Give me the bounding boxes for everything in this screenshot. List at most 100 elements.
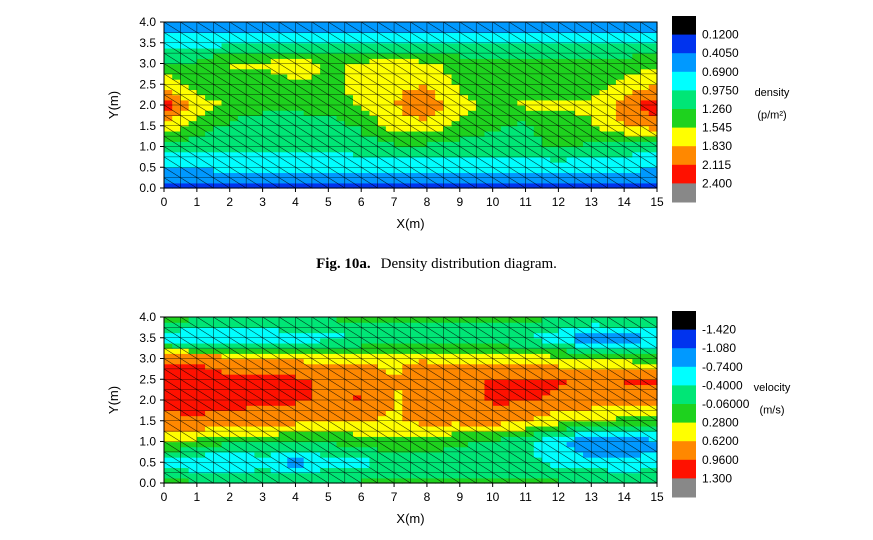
contour-cell: [336, 451, 346, 458]
contour-cell: [624, 89, 633, 96]
mesh-line: [476, 94, 493, 106]
mesh-line: [262, 472, 280, 484]
contour-cell: [188, 177, 198, 184]
contour-cell: [410, 384, 420, 391]
contour-cell: [402, 94, 412, 101]
contour-cell: [550, 73, 559, 80]
contour-cell: [205, 63, 214, 70]
contour-cell: [541, 58, 551, 65]
contour-cell: [246, 477, 255, 484]
mesh-line: [426, 368, 444, 380]
contour-cell: [451, 348, 461, 354]
contour-cell: [229, 446, 239, 453]
contour-cell: [541, 89, 551, 96]
contour-cell: [435, 420, 444, 427]
contour-cell: [533, 53, 543, 59]
contour-cell: [500, 451, 510, 458]
mesh-line: [525, 378, 543, 390]
mesh-line: [196, 472, 214, 484]
mesh-line: [328, 135, 345, 147]
contour-cell: [311, 89, 321, 96]
contour-cell: [624, 332, 633, 339]
contour-cell: [213, 110, 223, 116]
contour-cell: [566, 389, 576, 396]
contour-cell: [229, 384, 239, 391]
mesh-line: [180, 73, 198, 85]
contour-cell: [418, 136, 428, 142]
contour-cell: [196, 172, 206, 179]
mesh-line: [476, 115, 493, 127]
contour-cell: [402, 53, 412, 59]
contour-cell: [344, 99, 354, 106]
contour-cell: [418, 337, 428, 344]
contour-cell: [262, 384, 272, 391]
contour-cell: [541, 374, 551, 380]
contour-cell: [311, 172, 321, 179]
mesh-line: [361, 399, 378, 411]
mesh-line: [558, 104, 575, 116]
contour-cell: [468, 472, 477, 479]
mesh-line: [393, 347, 411, 359]
mesh-line: [163, 52, 181, 64]
contour-cell: [361, 172, 371, 179]
contour-cell: [500, 84, 510, 91]
mesh-line: [180, 125, 198, 137]
contour-cell: [558, 110, 568, 116]
contour-cell: [385, 22, 395, 28]
contour-cell: [533, 167, 543, 174]
contour-cell: [336, 136, 346, 142]
contour-cell: [213, 467, 223, 474]
contour-cell: [558, 172, 568, 179]
mesh-line: [443, 146, 460, 158]
mesh-line: [426, 104, 444, 116]
mesh-line: [508, 73, 526, 85]
contour-cell: [418, 105, 428, 111]
mesh-line: [508, 368, 526, 380]
contour-cell: [188, 379, 198, 386]
contour-cell: [591, 384, 601, 391]
contour-cell: [328, 182, 338, 189]
contour-cell: [303, 105, 313, 111]
contour-cell: [164, 363, 173, 370]
mesh-line: [492, 337, 510, 349]
mesh-line: [443, 104, 460, 116]
contour-cell: [361, 415, 371, 422]
mesh-line: [262, 337, 280, 349]
y-tick-label: 4.0: [139, 15, 156, 29]
contour-cell: [525, 130, 535, 137]
mesh-line: [508, 94, 526, 106]
mesh-line: [196, 135, 214, 147]
contour-cell: [188, 136, 198, 142]
contour-cell: [410, 332, 420, 339]
contour-cell: [435, 389, 444, 396]
contour-cell: [295, 415, 305, 422]
contour-cell: [599, 167, 609, 174]
mesh-line: [393, 166, 411, 178]
mesh-line: [213, 430, 230, 442]
mesh-line: [196, 358, 214, 370]
contour-cell: [352, 167, 362, 174]
mesh-line: [574, 115, 592, 127]
contour-cell: [196, 457, 206, 463]
contour-cell: [624, 68, 633, 75]
contour-cell: [352, 53, 362, 59]
mesh-line: [426, 430, 444, 442]
contour-cell: [394, 405, 403, 411]
mesh-line: [377, 420, 395, 432]
contour-cell: [361, 436, 371, 443]
contour-cell: [615, 136, 625, 142]
contour-cell: [426, 99, 436, 106]
contour-cell: [352, 420, 362, 427]
contour-cell: [525, 332, 535, 339]
contour-cell: [369, 451, 379, 458]
contour-cell: [410, 68, 420, 75]
x-tick-label: 1: [194, 195, 201, 209]
mesh-line: [623, 316, 641, 328]
contour-cell: [426, 446, 436, 453]
contour-cell: [615, 379, 625, 386]
density-contour-chart: 0 1 2 3 4 5 6 7 8 9 10 11 12 13 14 150.00.51.01.52.02.5…: [106, 15, 790, 231]
contour-cell: [213, 342, 223, 349]
contour-cell: [394, 79, 403, 85]
contour-cell: [599, 53, 609, 59]
mesh-line: [607, 347, 625, 359]
